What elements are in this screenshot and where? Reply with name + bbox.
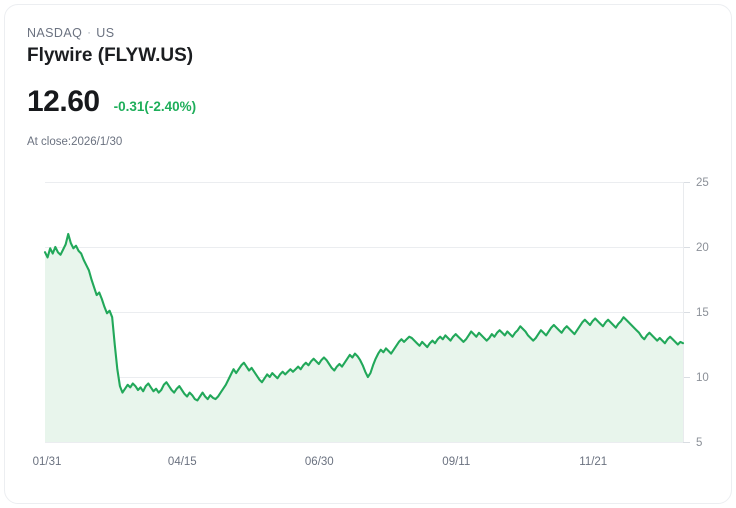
price-chart[interactable]: 25 20 15 10 5 01/31 04/15 06/30 09/11 11/21	[5, 165, 731, 485]
market-status: At close:2026/1/30	[27, 136, 123, 148]
stock-quote-card: NASDAQ · US Flywire (FLYW.US) 12.60 -0.31(…	[4, 4, 732, 504]
price-chart-svg: 25 20 15 10 5 01/31 04/15 06/30 09/11 11/21	[33, 177, 709, 468]
region-label: US	[96, 26, 115, 40]
y-axis-label: 5	[696, 437, 702, 449]
page-title: Flywire (FLYW.US)	[27, 45, 194, 66]
y-axis-label: 20	[696, 242, 709, 254]
exchange-line: NASDAQ · US	[27, 25, 711, 41]
price-change: -0.31(-2.40%)	[113, 99, 197, 114]
exchange-name: NASDAQ	[27, 26, 83, 40]
price-line	[43, 232, 685, 402]
x-axis-label: 01/31	[33, 456, 62, 468]
x-axis-label: 09/11	[442, 456, 470, 468]
last-price: 12.60	[27, 85, 100, 118]
y-axis-label: 15	[696, 307, 709, 319]
y-axis-label: 10	[696, 372, 709, 384]
x-axis-label: 06/30	[305, 456, 334, 468]
separator-dot: ·	[87, 27, 92, 39]
price-area-fill	[45, 234, 683, 442]
price-row: 12.60 -0.31(-2.40%)	[27, 85, 711, 119]
y-axis-label: 25	[696, 177, 709, 189]
x-axis-labels: 01/31 04/15 06/30 09/11 11/21	[33, 456, 608, 468]
y-axis-labels: 25 20 15 10 5	[696, 177, 709, 449]
x-axis-label: 11/21	[579, 456, 607, 468]
x-axis-label: 04/15	[168, 456, 197, 468]
quote-header: NASDAQ · US Flywire (FLYW.US) 12.60 -0.31(…	[27, 25, 711, 150]
